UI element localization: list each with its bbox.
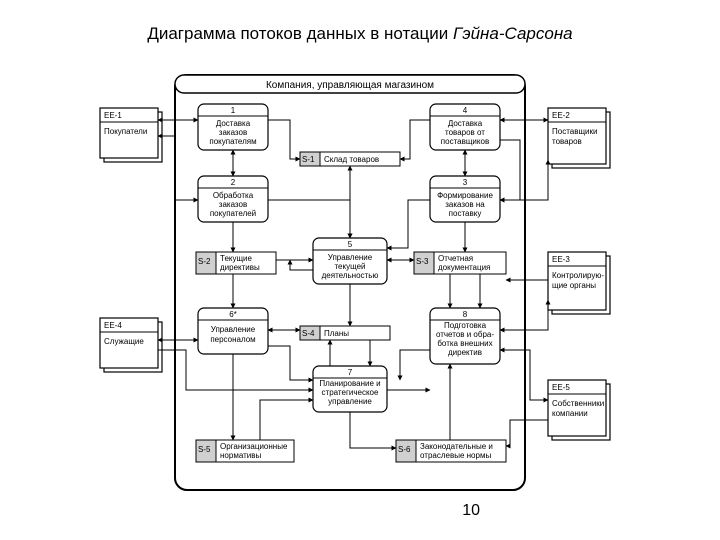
svg-text:Поставщики: Поставщики: [552, 127, 598, 136]
svg-text:отчетов и обра-: отчетов и обра-: [436, 330, 494, 339]
proc-3: 3 Формирование заказов на поставку: [430, 176, 500, 222]
svg-text:EE-4: EE-4: [104, 321, 122, 330]
svg-text:документация: документация: [438, 263, 490, 272]
svg-text:Управление: Управление: [211, 325, 256, 334]
svg-text:Законодательные и: Законодательные и: [420, 442, 493, 451]
svg-text:стратегическое: стратегическое: [322, 388, 379, 397]
store-s4: S-4 Планы: [300, 326, 390, 340]
svg-text:3: 3: [463, 178, 468, 187]
svg-text:заказов на: заказов на: [445, 200, 485, 209]
svg-text:Управление: Управление: [328, 253, 373, 262]
svg-text:EE-3: EE-3: [552, 255, 570, 264]
store-s2: S-2 Текущие директивы: [196, 252, 276, 274]
proc-4: 4 Доставка товаров от поставщиков: [430, 104, 500, 150]
store-s1: S-1 Склад товаров: [300, 152, 400, 166]
svg-text:Контролирую-: Контролирую-: [552, 271, 604, 280]
svg-text:Доставка: Доставка: [448, 119, 483, 128]
svg-text:покупателей: покупателей: [210, 209, 256, 218]
svg-text:S-3: S-3: [416, 257, 429, 266]
svg-text:заказов: заказов: [219, 200, 247, 209]
svg-text:S-6: S-6: [398, 445, 411, 454]
svg-text:4: 4: [463, 106, 468, 115]
svg-text:отраслевые нормы: отраслевые нормы: [420, 451, 491, 460]
page-title: Диаграмма потоков данных в нотации Гэйна…: [0, 24, 720, 44]
svg-text:Собственники: Собственники: [552, 399, 604, 408]
proc-8: 8 Подготовка отчетов и обра- ботка внешн…: [430, 308, 500, 364]
svg-text:6*: 6*: [229, 310, 237, 319]
svg-text:Текущие: Текущие: [220, 254, 253, 263]
store-s6: S-6 Законодательные и отраслевые нормы: [396, 440, 506, 462]
svg-text:S-2: S-2: [198, 257, 211, 266]
svg-text:ботка внешних: ботка внешних: [437, 339, 492, 348]
diagram-canvas: Компания, управляющая магазином EE-1 Пок…: [0, 60, 720, 500]
svg-text:S-5: S-5: [198, 445, 211, 454]
svg-text:директив: директив: [448, 348, 482, 357]
svg-text:покупателям: покупателям: [209, 137, 256, 146]
svg-text:товаров от: товаров от: [445, 128, 485, 137]
proc-6: 6* Управление персоналом: [198, 308, 268, 354]
svg-text:Обработка: Обработка: [213, 191, 254, 200]
svg-text:нормативы: нормативы: [220, 451, 261, 460]
proc-1: 1 Доставка заказов покупателям: [198, 104, 268, 150]
svg-text:заказов: заказов: [219, 128, 247, 137]
ee-2: EE-2 Поставщики товаров: [548, 108, 610, 168]
svg-text:поставку: поставку: [449, 209, 482, 218]
svg-text:Планирование и: Планирование и: [319, 379, 380, 388]
svg-text:Покупатели: Покупатели: [104, 127, 147, 136]
proc-5: 5 Управление текущей деятельностью: [313, 238, 387, 284]
svg-text:Планы: Планы: [324, 329, 349, 338]
svg-text:5: 5: [348, 240, 353, 249]
svg-text:товаров: товаров: [552, 137, 582, 146]
svg-text:EE-1: EE-1: [104, 111, 122, 120]
svg-text:Организационные: Организационные: [220, 442, 288, 451]
svg-text:поставщиков: поставщиков: [441, 137, 489, 146]
svg-text:7: 7: [348, 368, 353, 377]
svg-text:EE-5: EE-5: [552, 383, 570, 392]
svg-text:8: 8: [463, 310, 468, 319]
svg-text:директивы: директивы: [220, 263, 260, 272]
svg-text:S-1: S-1: [302, 155, 315, 164]
ee-4: EE-4 Служащие: [100, 318, 162, 372]
svg-text:S-4: S-4: [302, 329, 315, 338]
svg-text:Склад товаров: Склад товаров: [324, 155, 379, 164]
proc-2: 2 Обработка заказов покупателей: [198, 176, 268, 222]
svg-text:Формирование: Формирование: [437, 191, 493, 200]
svg-text:компании: компании: [552, 409, 588, 418]
svg-text:текущей: текущей: [334, 262, 365, 271]
store-s5: S-5 Организационные нормативы: [196, 440, 294, 462]
svg-text:Подготовка: Подготовка: [444, 321, 487, 330]
svg-text:щие органы: щие органы: [552, 281, 596, 290]
svg-text:деятельностью: деятельностью: [322, 271, 379, 280]
svg-text:управление: управление: [328, 397, 372, 406]
svg-text:персоналом: персоналом: [210, 335, 255, 344]
svg-text:2: 2: [231, 178, 236, 187]
ee-1: EE-1 Покупатели: [100, 108, 162, 162]
svg-text:1: 1: [231, 106, 236, 115]
ee-3: EE-3 Контролирую- щие органы: [548, 252, 610, 314]
svg-text:Доставка: Доставка: [216, 119, 251, 128]
svg-text:Компания, управляющая магазино: Компания, управляющая магазином: [266, 80, 434, 91]
svg-text:EE-2: EE-2: [552, 111, 570, 120]
proc-7: 7 Планирование и стратегическое управлен…: [313, 366, 387, 412]
store-s3: S-3 Отчетная документация: [414, 252, 506, 274]
svg-text:Отчетная: Отчетная: [438, 254, 473, 263]
ee-5: EE-5 Собственники компании: [548, 380, 610, 440]
svg-text:Служащие: Служащие: [104, 337, 144, 346]
page-number: 10: [462, 502, 480, 520]
